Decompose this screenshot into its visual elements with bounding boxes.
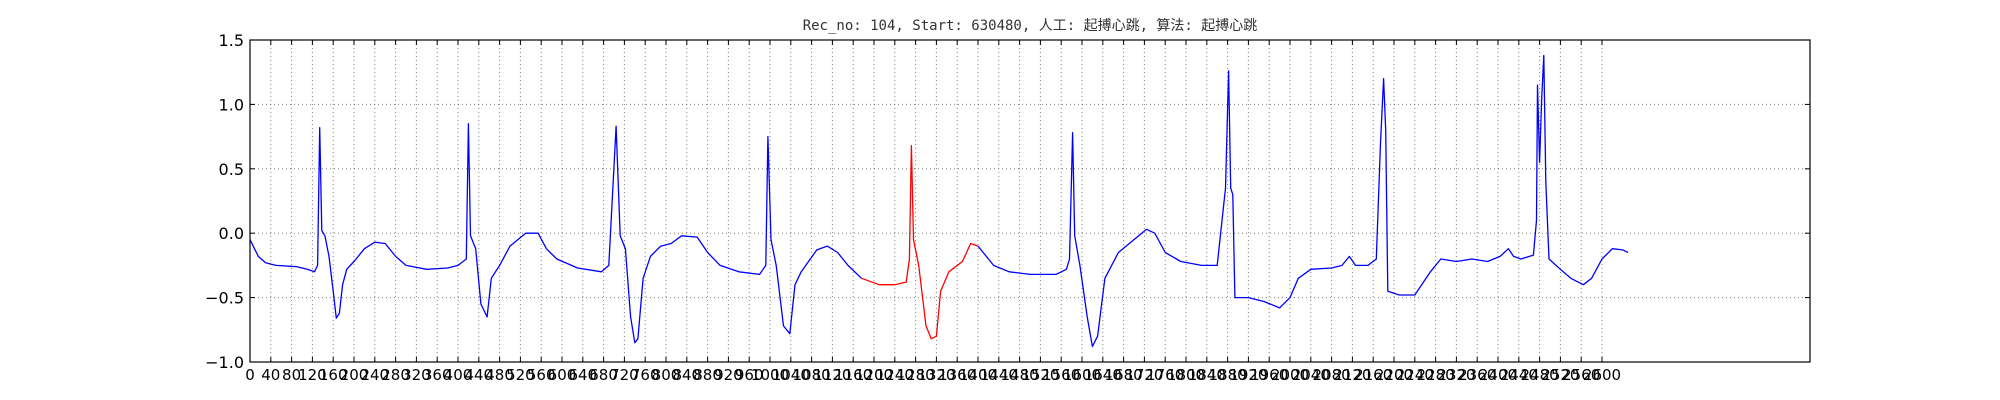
- y-tick-label: −1.0: [205, 353, 244, 372]
- x-tick-label: 1400: [959, 366, 997, 384]
- x-tick-label: 80: [282, 366, 301, 384]
- x-tick-label: 1160: [834, 366, 872, 384]
- x-tick-label: 760: [631, 366, 660, 384]
- x-tick-label: 880: [693, 366, 722, 384]
- x-tick-label: 520: [506, 366, 535, 384]
- x-tick-label: 2520: [1541, 366, 1579, 384]
- x-tick-label: 1040: [772, 366, 810, 384]
- x-tick-label: 1960: [1250, 366, 1288, 384]
- x-tick-label: 1120: [813, 366, 851, 384]
- x-tick-label: 2400: [1479, 366, 1517, 384]
- x-tick-label: 600: [548, 366, 577, 384]
- x-tick-label: 440: [464, 366, 493, 384]
- x-tick-label: 1320: [917, 366, 955, 384]
- y-tick-label: 0.0: [219, 224, 244, 243]
- x-tick-label: 2120: [1333, 366, 1371, 384]
- x-tick-label: 2480: [1521, 366, 1559, 384]
- x-tick-label: 1480: [1001, 366, 1039, 384]
- x-tick-label: 2440: [1500, 366, 1538, 384]
- x-tick-label: 720: [610, 366, 639, 384]
- y-axis: 1.5 1.0 0.5 0.0 −0.5 −1.0: [205, 31, 1810, 372]
- series-line-normal: [249, 123, 862, 344]
- x-tick-label: 840: [672, 366, 701, 384]
- series-group: [249, 54, 1629, 348]
- x-tick-label: 2000: [1271, 366, 1309, 384]
- series-line-highlight: [861, 144, 979, 340]
- x-tick-label: 1920: [1229, 366, 1267, 384]
- x-tick-label: 2280: [1417, 366, 1455, 384]
- x-tick-label: 280: [381, 366, 410, 384]
- x-tick-label: 1560: [1042, 366, 1080, 384]
- x-tick-label: 2160: [1354, 366, 1392, 384]
- y-tick-label: 1.5: [219, 31, 244, 50]
- x-tick-label: 1720: [1125, 366, 1163, 384]
- x-tick-label: 1880: [1209, 366, 1247, 384]
- x-tick-label: 1600: [1063, 366, 1101, 384]
- x-tick-label: 2600: [1583, 366, 1621, 384]
- plot-frame: [249, 39, 1811, 363]
- x-tick-label: 1240: [876, 366, 914, 384]
- x-tick-label: 120: [298, 366, 327, 384]
- grid-lines: [250, 40, 1810, 362]
- x-tick-label: 1360: [938, 366, 976, 384]
- x-tick-label: 2360: [1458, 366, 1496, 384]
- y-tick-label: 1.0: [219, 95, 244, 114]
- x-tick-label: 240: [360, 366, 389, 384]
- x-tick-label: 400: [444, 366, 473, 384]
- x-axis: 0 40 8012016020024028032036040044048052056…: [245, 40, 1621, 384]
- x-tick-label: 160: [319, 366, 348, 384]
- x-tick-label: 2080: [1313, 366, 1351, 384]
- x-tick-label: 2240: [1396, 366, 1434, 384]
- x-tick-label: 2320: [1437, 366, 1475, 384]
- y-tick-label: −0.5: [205, 289, 244, 308]
- x-tick-label: 960: [735, 366, 764, 384]
- x-tick-label: 360: [423, 366, 452, 384]
- x-tick-label: 560: [527, 366, 556, 384]
- x-tick-label: 800: [652, 366, 681, 384]
- x-tick-label: 1800: [1167, 366, 1205, 384]
- x-tick-label: 640: [568, 366, 597, 384]
- x-tick-label: 1760: [1146, 366, 1184, 384]
- x-tick-label: 2200: [1375, 366, 1413, 384]
- x-tick-label: 1640: [1084, 366, 1122, 384]
- y-tick-label: 0.5: [219, 160, 244, 179]
- x-tick-label: 320: [402, 366, 431, 384]
- x-tick-label: 200: [340, 366, 369, 384]
- x-tick-label: 2560: [1562, 366, 1600, 384]
- x-tick-label: 1280: [897, 366, 935, 384]
- series-line-normal: [977, 54, 1629, 348]
- chart-title: Rec_no: 104, Start: 630480, 人工: 起搏心跳, 算法…: [803, 17, 1258, 34]
- x-tick-label: 920: [714, 366, 743, 384]
- x-tick-label: 1080: [793, 366, 831, 384]
- x-tick-label: 1440: [980, 366, 1018, 384]
- x-tick-label: 680: [589, 366, 618, 384]
- x-tick-label: 0: [245, 366, 255, 384]
- x-tick-label: 2040: [1292, 366, 1330, 384]
- x-tick-label: 1200: [855, 366, 893, 384]
- x-tick-label: 1840: [1188, 366, 1226, 384]
- x-tick-label: 1000: [751, 366, 789, 384]
- x-tick-label: 1680: [1105, 366, 1143, 384]
- x-tick-label: 480: [485, 366, 514, 384]
- x-tick-label: 1520: [1021, 366, 1059, 384]
- x-tick-label: 40: [261, 366, 280, 384]
